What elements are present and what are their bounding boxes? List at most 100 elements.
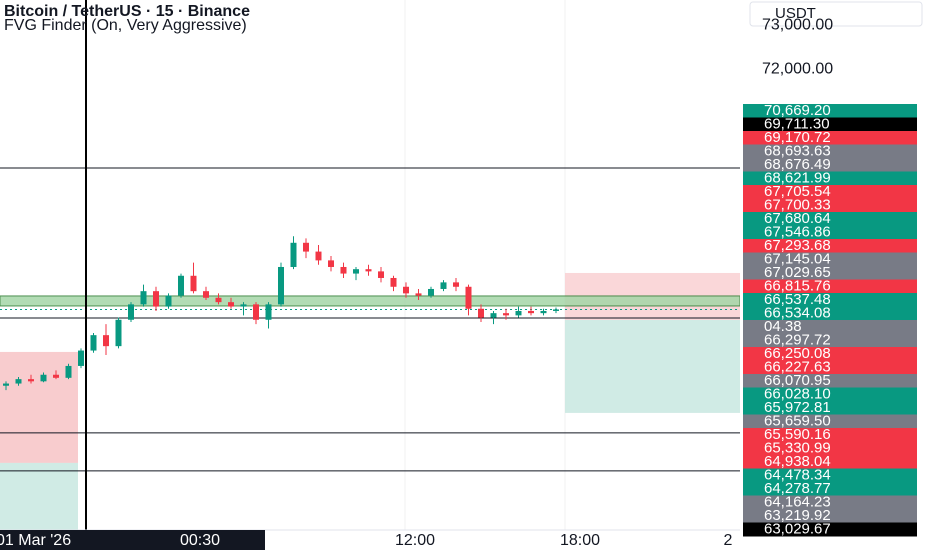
candle-body (465, 286, 472, 309)
time-label: 01 Mar '26 (0, 532, 71, 549)
candle-body (90, 335, 97, 351)
price-label: 65,590.16 (764, 426, 831, 443)
price-label-box (743, 495, 917, 510)
price-label: 69,711.30 (764, 115, 830, 132)
candle-body (290, 242, 297, 267)
candle-body (253, 304, 259, 320)
time-label: 18:00 (560, 532, 600, 549)
price-label: 67,680.64 (764, 210, 831, 227)
price-axis: 72,000.00 73,000.00 70,669.2069,711.3069,1… (740, 16, 932, 537)
candle-body (490, 313, 497, 318)
price-label: 66,537.48 (764, 291, 831, 308)
price-label: 63,219.92 (764, 507, 831, 524)
candle-body (53, 374, 59, 378)
price-label-box (743, 360, 917, 375)
price-label-box (743, 117, 917, 132)
price-label-box (743, 131, 917, 145)
price-label-box (743, 306, 917, 321)
candle-body (28, 379, 34, 382)
candle-body (228, 302, 234, 307)
candle-body (528, 310, 534, 314)
currency[interactable]: USDT (775, 5, 816, 22)
y-tick-label: 73,000.00 (762, 16, 833, 33)
time-label: 12:00 (395, 532, 435, 549)
candle-body (240, 304, 247, 307)
candle-body (115, 319, 122, 347)
price-label: 65,659.50 (764, 412, 831, 429)
candle-body (315, 251, 322, 261)
price-label-box (743, 185, 917, 199)
zone (565, 319, 740, 413)
price-label-box (743, 158, 917, 172)
y-tick-label: 72,000.00 (762, 60, 833, 77)
price-label-box (743, 347, 917, 361)
time-label: 00:30 (180, 532, 220, 549)
plot-area (0, 167, 741, 530)
candle-body (78, 350, 84, 366)
candle-body (203, 291, 209, 298)
candle-body (353, 269, 359, 274)
price-label-box (743, 509, 917, 523)
candle-body (340, 266, 347, 274)
price-label-box (743, 482, 917, 496)
price-label: 67,145.04 (764, 250, 831, 267)
price-label: 66,250.08 (764, 345, 831, 362)
currency-box[interactable] (749, 1, 923, 27)
candle-body (165, 295, 172, 307)
price-label: 68,621.99 (764, 169, 831, 186)
price-label-box (743, 225, 917, 240)
candle-body (128, 304, 134, 320)
candle-body (140, 291, 147, 305)
price-label-box (743, 333, 917, 348)
price-label: 66,227.63 (764, 358, 831, 375)
candle-body (65, 365, 72, 378)
candle-body (390, 277, 397, 287)
price-label: 63,029.67 (764, 520, 831, 537)
candle-body (553, 309, 559, 311)
price-label-box (743, 239, 917, 253)
price-label-box (743, 293, 917, 307)
chart-title: Bitcoin / TetherUS · 15 · Binance (4, 3, 250, 20)
candle-body (428, 288, 434, 296)
price-label: 68,693.63 (764, 142, 831, 159)
price-label: 70,669.20 (764, 102, 831, 119)
price-label-box (743, 104, 917, 118)
price-label-box (743, 212, 917, 226)
zone (0, 351, 78, 463)
price-label: 67,700.33 (764, 196, 831, 213)
candle-body (103, 335, 109, 347)
price-label: 69,170.72 (764, 129, 831, 146)
price-label-box (743, 414, 917, 429)
fvg-band (0, 295, 741, 307)
candle-body (178, 275, 184, 296)
candle-body (40, 374, 47, 382)
candle-body (415, 293, 422, 296)
price-label: 66,028.10 (764, 385, 831, 402)
candle-body (540, 310, 547, 314)
price-label: 67,293.68 (764, 237, 831, 254)
price-label-box (743, 401, 917, 415)
candle-body (190, 275, 197, 292)
price-label: 65,330.99 (764, 439, 831, 456)
price-label: 67,546.86 (764, 223, 831, 240)
price-label-box (743, 468, 917, 483)
candle-body (403, 286, 409, 294)
candle-body (265, 304, 272, 320)
price-label-box (743, 279, 917, 294)
candle-body (328, 260, 334, 267)
candle-body (278, 266, 284, 305)
price-label-box (743, 320, 917, 334)
price-label: 66,534.08 (764, 304, 831, 321)
zone (0, 462, 78, 530)
price-label-box (743, 171, 917, 186)
price-label-box (743, 387, 917, 402)
time-label: 2 (724, 532, 733, 549)
price-label-box (743, 252, 917, 267)
price-label: 04.38 (764, 318, 802, 335)
price-label-box (743, 441, 917, 456)
price-label: 66,815.76 (764, 277, 831, 294)
price-label: 64,278.77 (764, 480, 831, 497)
candle-body (478, 308, 484, 318)
